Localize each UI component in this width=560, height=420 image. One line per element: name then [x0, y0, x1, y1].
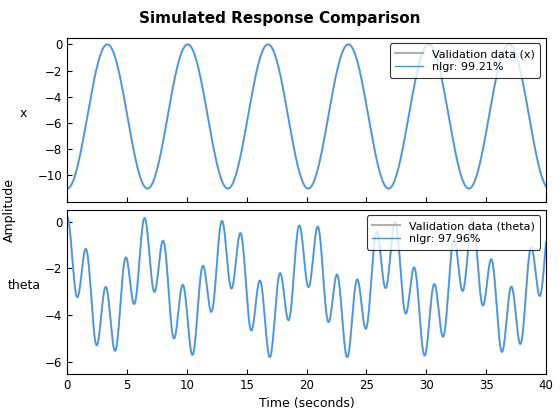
Line: Validation data (theta): Validation data (theta)	[67, 217, 546, 357]
Validation data (theta)	[88, 294, 95, 299]
nlgr: 99.21%: (0, -11): 99.21%: (0, -11)	[64, 186, 71, 191]
nlgr: 97.96%: (23.4, -5.79): 97.96%: (23.4, -5.79)	[344, 355, 351, 360]
nlgr: 97.96%: (23.7, -4.94): 97.96%: (23.7, -4.94)	[347, 335, 354, 340]
Y-axis label: theta: theta	[8, 279, 41, 292]
Legend: Validation data (x), nlgr: 99.21%: Validation data (x), nlgr: 99.21%	[390, 43, 540, 78]
nlgr: 97.96%: (40, -0.884): 97.96%: (40, -0.884)	[543, 240, 549, 245]
nlgr: 99.21%: (23.7, -0.0805): 99.21%: (23.7, -0.0805)	[347, 43, 354, 48]
nlgr: 99.21%: (40, -10.8): 99.21%: (40, -10.8)	[543, 184, 549, 189]
Text: Simulated Response Comparison: Simulated Response Comparison	[139, 10, 421, 26]
Validation data (theta)	[344, 355, 351, 360]
nlgr: 99.21%: (25.4, -6.78): 99.21%: (25.4, -6.78)	[368, 131, 375, 136]
Validation data (x)	[419, 51, 426, 56]
nlgr: 97.96%: (2.01, -3.22): 97.96%: (2.01, -3.22)	[88, 294, 95, 299]
X-axis label: Time (seconds): Time (seconds)	[259, 397, 354, 410]
Validation data (theta)	[543, 240, 549, 245]
Validation data (x)	[368, 131, 375, 136]
nlgr: 97.96%: (25.4, -2.36): 97.96%: (25.4, -2.36)	[368, 274, 375, 279]
Validation data (theta)	[445, 296, 451, 301]
Y-axis label: x: x	[20, 107, 27, 120]
Text: Amplitude: Amplitude	[3, 178, 16, 242]
nlgr: 97.96%: (0, 0.2): 97.96%: (0, 0.2)	[64, 214, 71, 219]
Validation data (theta)	[237, 231, 244, 236]
nlgr: 97.96%: (14.5, -0.492): 97.96%: (14.5, -0.492)	[237, 231, 244, 236]
nlgr: 97.96%: (31.8, -3.27): 97.96%: (31.8, -3.27)	[445, 296, 451, 301]
Validation data (x)	[445, 108, 451, 113]
nlgr: 99.21%: (29.7, -0.695): 99.21%: (29.7, -0.695)	[419, 51, 426, 56]
nlgr: 99.21%: (2.01, -3.82): 99.21%: (2.01, -3.82)	[88, 92, 95, 97]
Line: nlgr: 99.21%: nlgr: 99.21%	[67, 45, 546, 189]
Line: nlgr: 97.96%: nlgr: 97.96%	[67, 217, 546, 357]
Line: Validation data (x): Validation data (x)	[67, 45, 546, 189]
Validation data (x)	[64, 186, 71, 191]
Validation data (x)	[88, 92, 95, 97]
Validation data (x)	[347, 43, 354, 48]
Validation data (theta)	[368, 274, 375, 279]
Validation data (x)	[237, 153, 244, 158]
nlgr: 99.21%: (31.8, -5.06): 99.21%: (31.8, -5.06)	[445, 108, 451, 113]
Validation data (theta)	[347, 335, 354, 340]
Validation data (x)	[543, 184, 549, 189]
Legend: Validation data (theta), nlgr: 97.96%: Validation data (theta), nlgr: 97.96%	[367, 215, 540, 249]
Validation data (x)	[104, 42, 111, 47]
nlgr: 97.96%: (29.7, -5.26): 97.96%: (29.7, -5.26)	[419, 342, 426, 347]
nlgr: 99.21%: (14.5, -8.49): 99.21%: (14.5, -8.49)	[237, 153, 244, 158]
nlgr: 99.21%: (3.36, -1.96e-07): 99.21%: (3.36, -1.96e-07)	[104, 42, 111, 47]
Validation data (theta)	[419, 342, 426, 347]
Validation data (theta)	[64, 214, 71, 219]
